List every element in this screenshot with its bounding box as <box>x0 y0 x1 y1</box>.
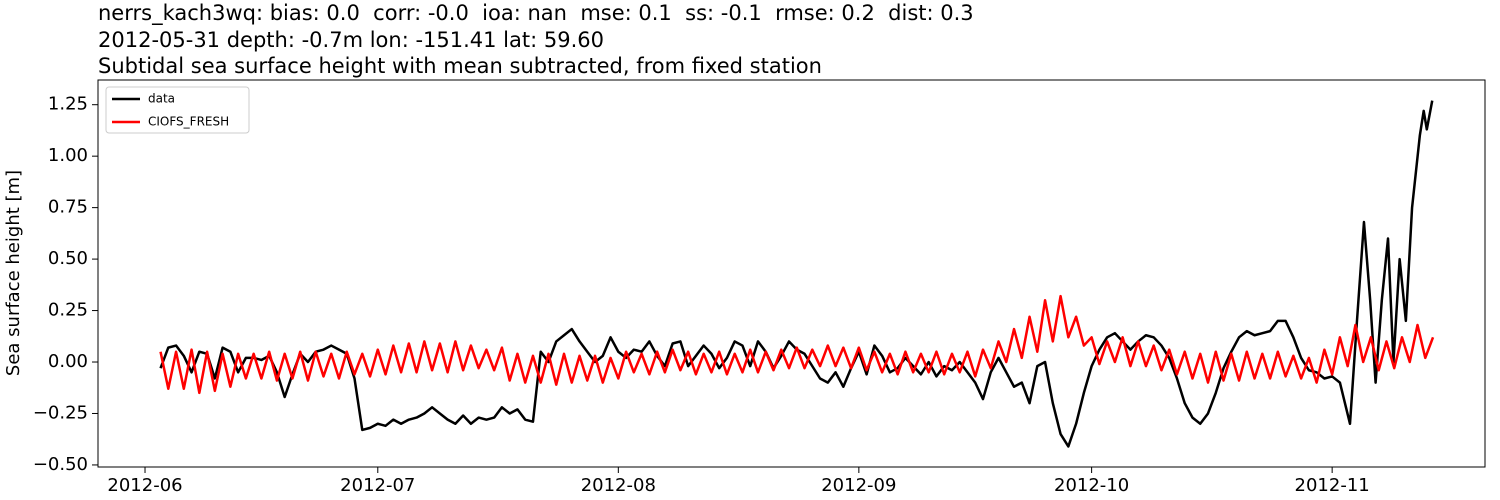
y-tick-label: 1.25 <box>48 94 88 115</box>
chart-subtitle: 2012-05-31 depth: -0.7m lon: -151.41 lat… <box>98 28 604 52</box>
data-line <box>159 100 1434 448</box>
y-tick-label: 0.75 <box>48 197 88 218</box>
x-tick-label: 2012-09 <box>821 475 896 496</box>
axes-frame <box>97 79 1486 468</box>
legend-box <box>105 86 250 134</box>
y-tick-label: 0.50 <box>48 248 88 269</box>
data-line <box>159 294 1435 395</box>
y-tick-label: 0.00 <box>48 351 88 372</box>
y-tick-label: 1.00 <box>48 145 88 166</box>
chart-title: nerrs_kach3wq: bias: 0.0 corr: -0.0 ioa:… <box>98 1 974 26</box>
y-tick-label: −0.25 <box>33 402 88 423</box>
x-tick-label: 2012-08 <box>581 475 656 496</box>
x-tick-label: 2012-11 <box>1295 475 1370 496</box>
x-tick-label: 2012-07 <box>340 475 415 496</box>
legend-label: CIOFS_FRESH <box>148 115 229 129</box>
chart-subtitle: Subtidal sea surface height with mean su… <box>98 54 822 78</box>
y-tick-label: −0.50 <box>33 454 88 475</box>
x-tick-label: 2012-06 <box>107 475 182 496</box>
y-axis-label: Sea surface height [m] <box>3 170 24 376</box>
y-tick-label: 0.25 <box>48 300 88 321</box>
x-tick-label: 2012-10 <box>1054 475 1129 496</box>
legend-label: data <box>148 92 175 106</box>
